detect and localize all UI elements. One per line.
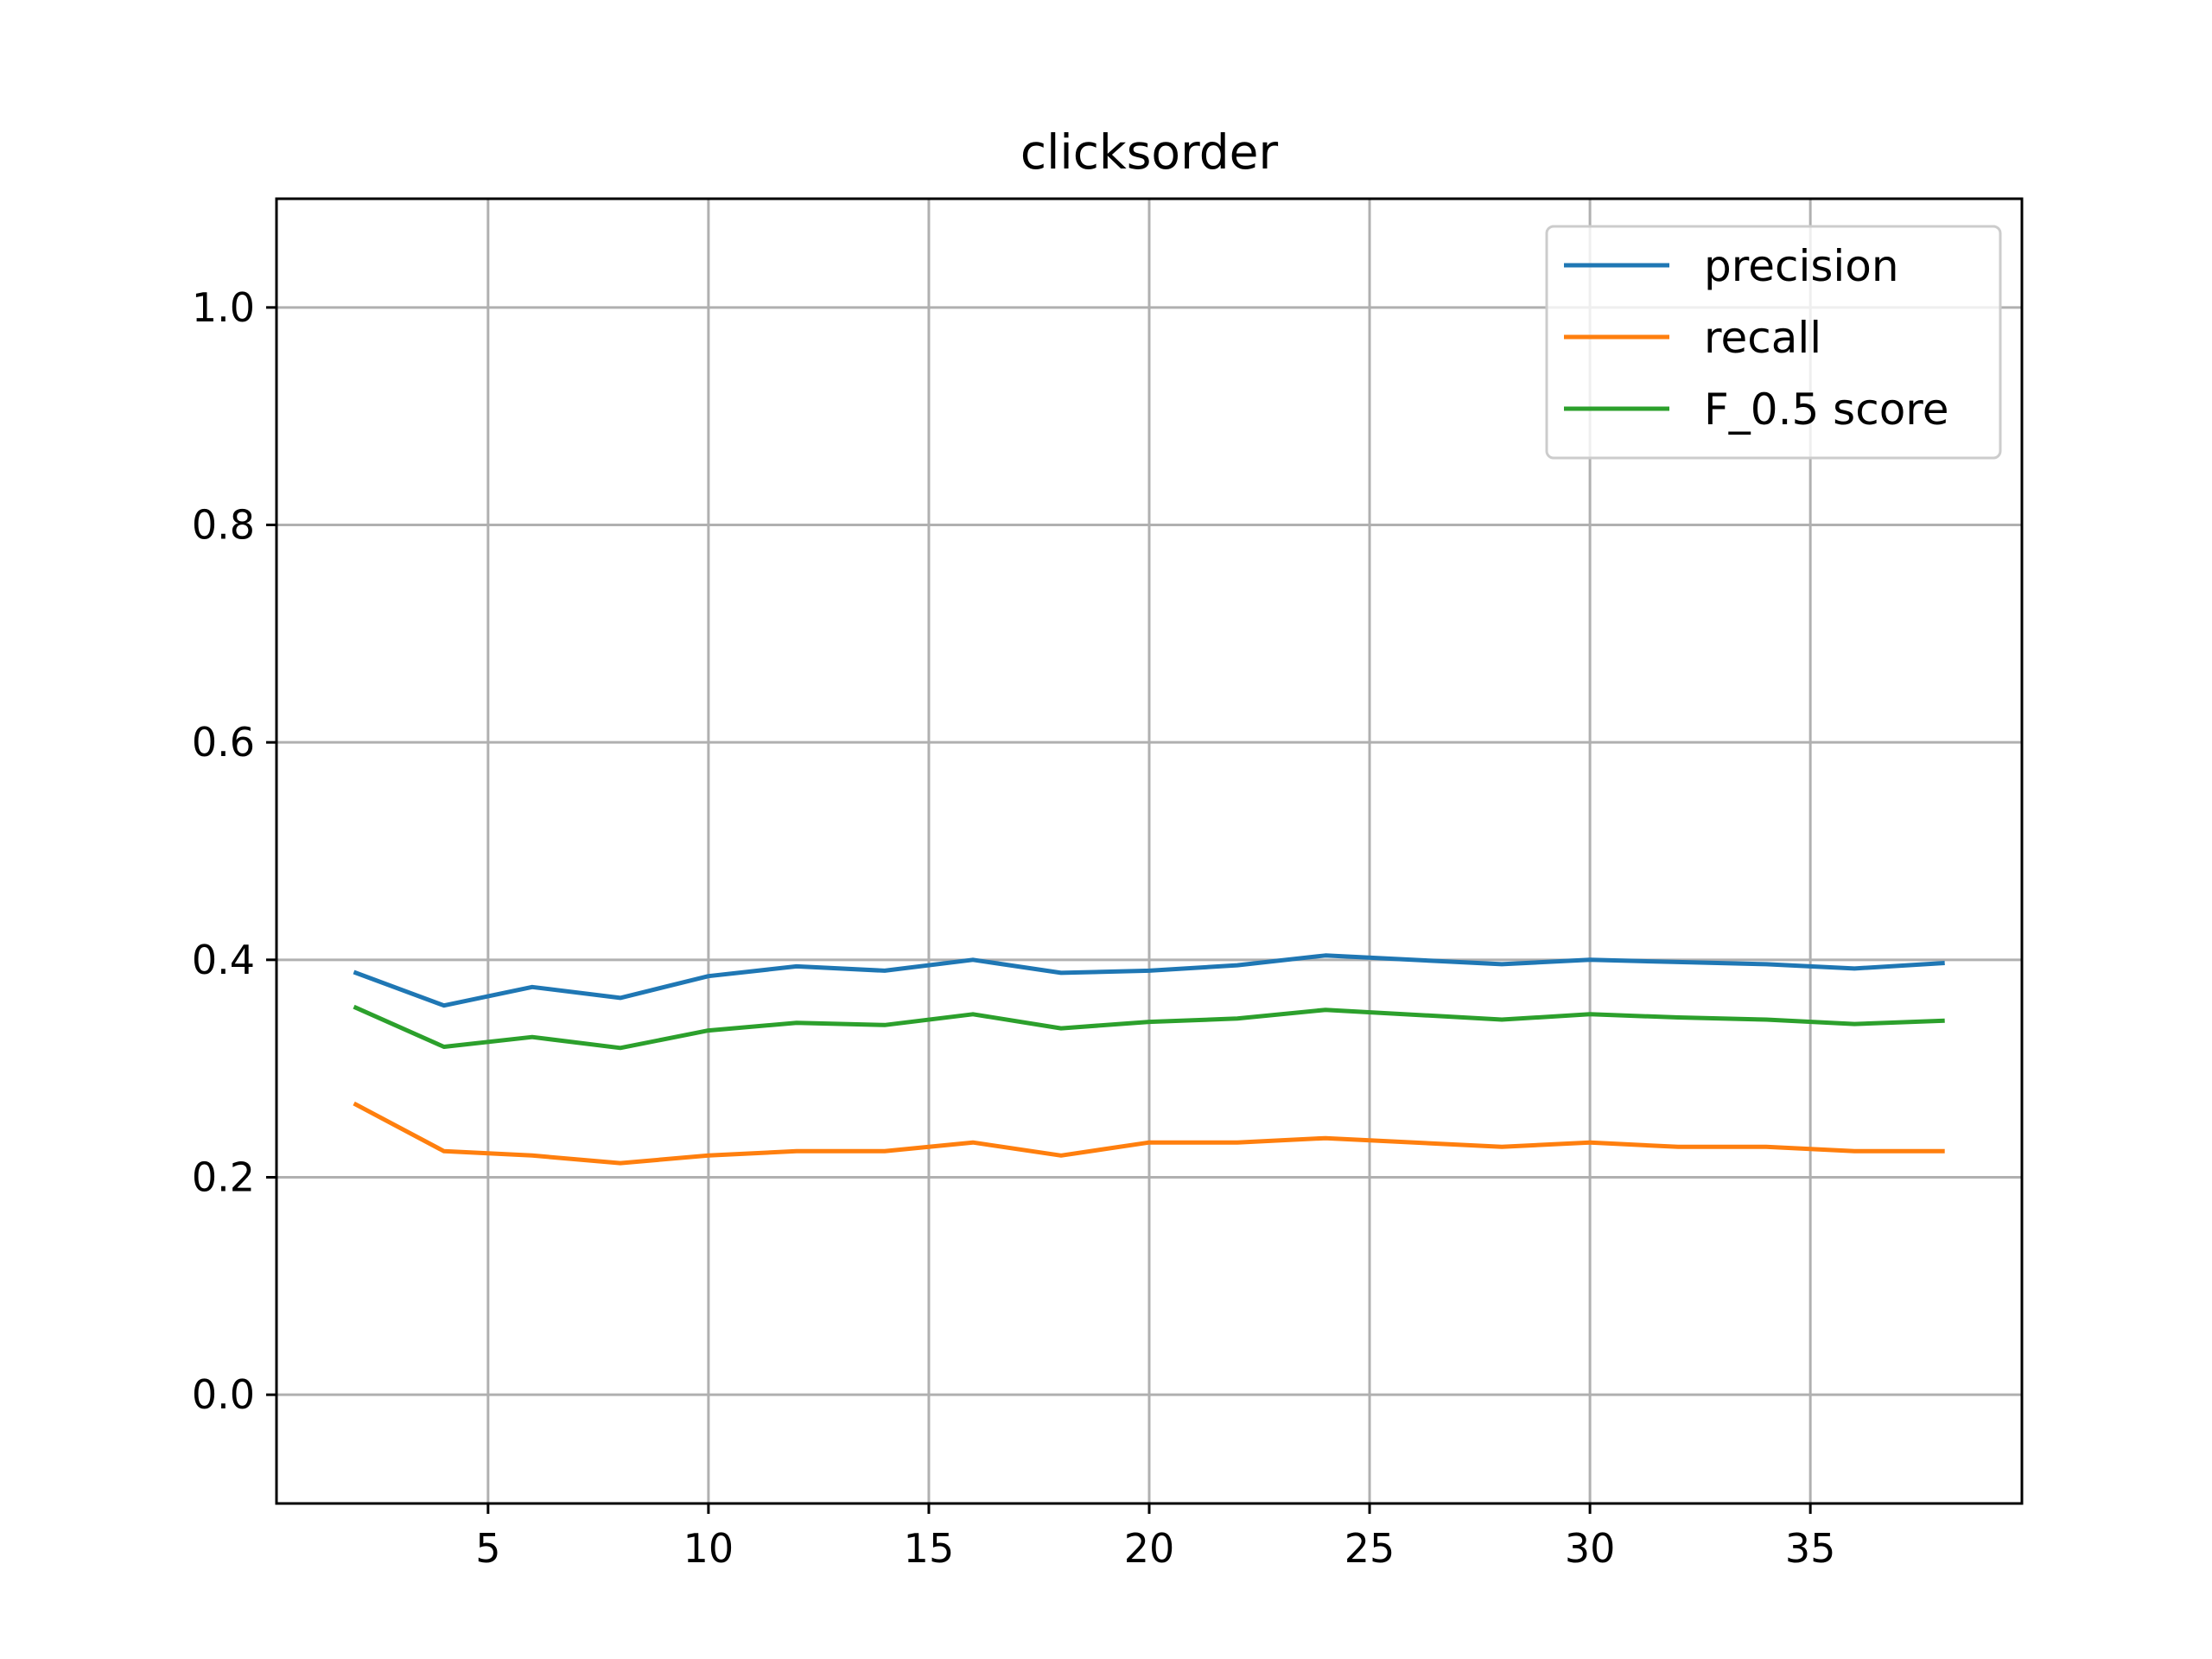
y-tick-label: 0.6 xyxy=(192,719,255,766)
legend-label-precision: precision xyxy=(1704,241,1899,291)
legend-label-recall: recall xyxy=(1704,313,1821,363)
x-tick-label: 20 xyxy=(1124,1525,1175,1572)
y-tick-label: 0.8 xyxy=(192,502,255,549)
grid xyxy=(276,199,2022,1503)
chart-title: clicksorder xyxy=(1020,124,1279,180)
y-tick-label: 0.0 xyxy=(192,1371,255,1418)
x-tick-label: 30 xyxy=(1565,1525,1616,1572)
legend: precision recall F_0.5 score xyxy=(1545,225,2002,460)
x-tick-label: 10 xyxy=(683,1525,734,1572)
x-tick-label: 35 xyxy=(1785,1525,1836,1572)
x-tick-label: 5 xyxy=(475,1525,500,1572)
y-tick-label: 0.4 xyxy=(192,937,255,983)
legend-label-f05-score: F_0.5 score xyxy=(1704,385,1949,435)
axis-ticks: 5 10 15 20 25 30 35 0.0 0.2 0.4 0.6 0.8 1.0 xyxy=(192,284,1836,1572)
x-tick-label: 25 xyxy=(1344,1525,1395,1572)
y-tick-label: 0.2 xyxy=(192,1154,255,1201)
series-lines xyxy=(353,953,1945,1166)
y-tick-label: 1.0 xyxy=(192,284,255,331)
series-line-recall xyxy=(353,1101,1945,1166)
series-line-f-0-5-score xyxy=(353,1004,1945,1051)
legend-box xyxy=(1545,225,2002,460)
series-line-precision xyxy=(353,953,1945,1008)
x-tick-label: 15 xyxy=(904,1525,955,1572)
